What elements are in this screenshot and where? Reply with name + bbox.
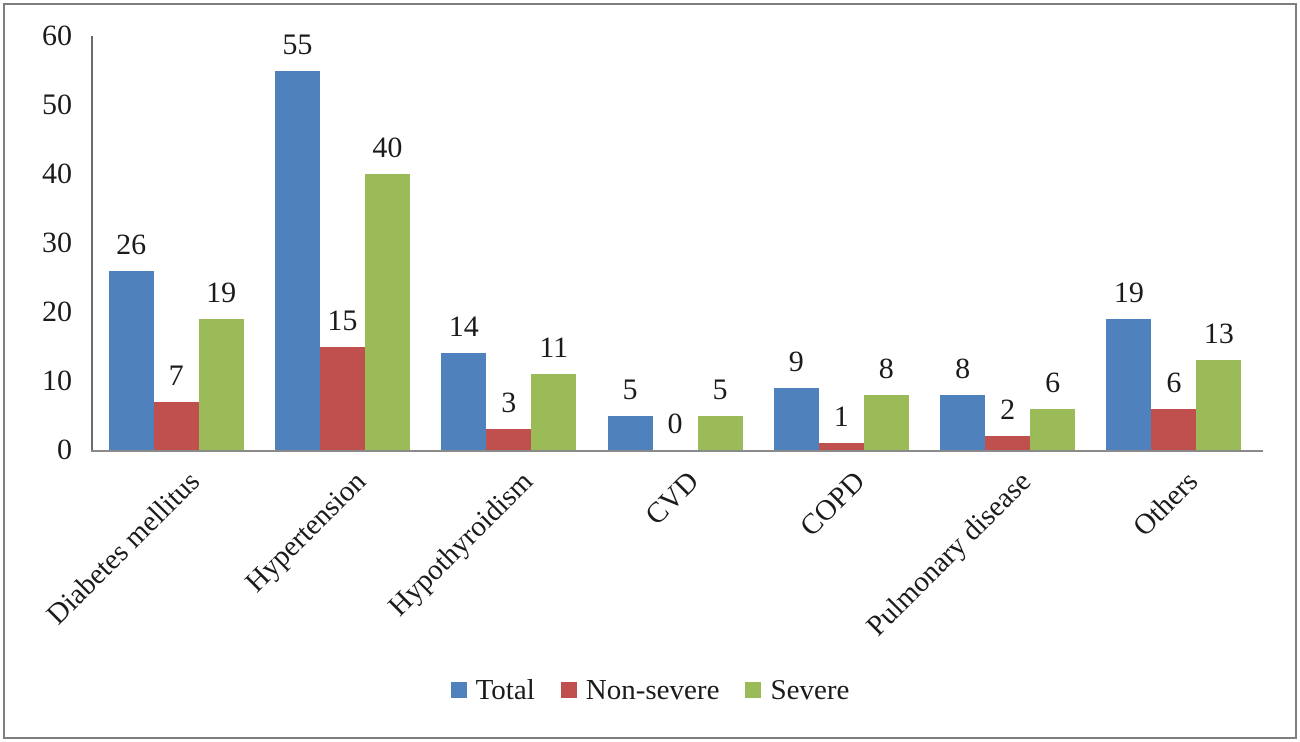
y-tick-label: 40 <box>42 157 72 190</box>
data-label: 9 <box>788 344 804 378</box>
category-label: Others <box>1126 465 1204 543</box>
plot-area: 26 7 19 Diabetes mellitus 55 15 40 Hypertension… <box>40 28 1263 642</box>
legend-label: Non-severe <box>585 674 720 706</box>
legend-label: Total <box>475 674 535 706</box>
category-label: Hypertension <box>239 465 373 599</box>
category-label: COPD <box>793 465 872 543</box>
bar-total-2 <box>274 70 320 450</box>
bar-total-3 <box>441 353 487 450</box>
y-tick-label: 10 <box>42 364 72 397</box>
bar-total-4 <box>607 415 653 450</box>
bar-non-severe-5 <box>818 443 864 450</box>
data-label: 7 <box>168 358 184 392</box>
y-tick-label: 0 <box>57 433 72 466</box>
bar-severe-3 <box>531 374 577 450</box>
data-label: 40 <box>372 131 403 164</box>
data-label: 6 <box>1166 365 1182 399</box>
data-label: 19 <box>1113 275 1144 309</box>
data-label: 11 <box>539 331 569 365</box>
category-label: CVD <box>638 465 705 532</box>
bar-non-severe-2 <box>319 346 365 450</box>
y-tick-label: 60 <box>42 19 72 52</box>
data-label: 8 <box>878 351 894 385</box>
bar-severe-2 <box>364 174 410 450</box>
legend-item-severe: Severe <box>745 674 849 706</box>
data-label: 6 <box>1045 365 1061 399</box>
data-label: 2 <box>1000 393 1016 427</box>
bar-severe-1 <box>198 318 244 450</box>
data-label: 0 <box>667 407 683 440</box>
bar-severe-6 <box>1030 408 1076 450</box>
data-label: 55 <box>282 27 313 61</box>
legend-item-non-severe: Non-severe <box>560 674 720 706</box>
data-label: 5 <box>622 372 638 406</box>
legend-swatch-icon <box>560 682 577 698</box>
bar-total-1 <box>108 270 154 450</box>
legend-swatch-icon <box>745 682 762 698</box>
bar-total-6 <box>940 394 986 450</box>
category-label: Pulmonary disease <box>860 465 1038 643</box>
data-label: 5 <box>712 372 728 406</box>
y-tick-label: 20 <box>42 295 72 328</box>
data-label: 3 <box>501 386 517 420</box>
y-tick-label: 50 <box>42 88 72 121</box>
y-axis-line <box>91 36 93 452</box>
bar-non-severe-6 <box>985 436 1031 450</box>
bar-non-severe-7 <box>1151 408 1197 450</box>
x-axis-line <box>91 450 1263 452</box>
legend-item-total: Total <box>450 674 535 706</box>
legend-label: Severe <box>770 674 850 706</box>
bar-severe-4 <box>697 415 743 450</box>
bar-total-5 <box>773 387 819 450</box>
legend-swatch-icon <box>450 682 467 698</box>
legend: Total Non-severe Severe <box>0 674 1300 706</box>
bar-total-7 <box>1106 318 1152 450</box>
bar-non-severe-1 <box>153 401 199 450</box>
data-label: 26 <box>116 227 147 261</box>
category-label: Diabetes mellitus <box>40 465 207 631</box>
data-label: 14 <box>448 310 479 344</box>
data-label: 19 <box>206 275 237 309</box>
bar-severe-5 <box>863 394 909 450</box>
y-tick-label: 30 <box>42 226 72 259</box>
data-label: 8 <box>955 351 971 385</box>
category-label: Hypothyroidism <box>381 465 539 623</box>
bar-non-severe-3 <box>486 429 532 450</box>
data-label: 13 <box>1203 317 1234 351</box>
data-label: 15 <box>327 303 358 337</box>
data-label: 1 <box>833 400 849 434</box>
bar-severe-7 <box>1196 360 1242 450</box>
